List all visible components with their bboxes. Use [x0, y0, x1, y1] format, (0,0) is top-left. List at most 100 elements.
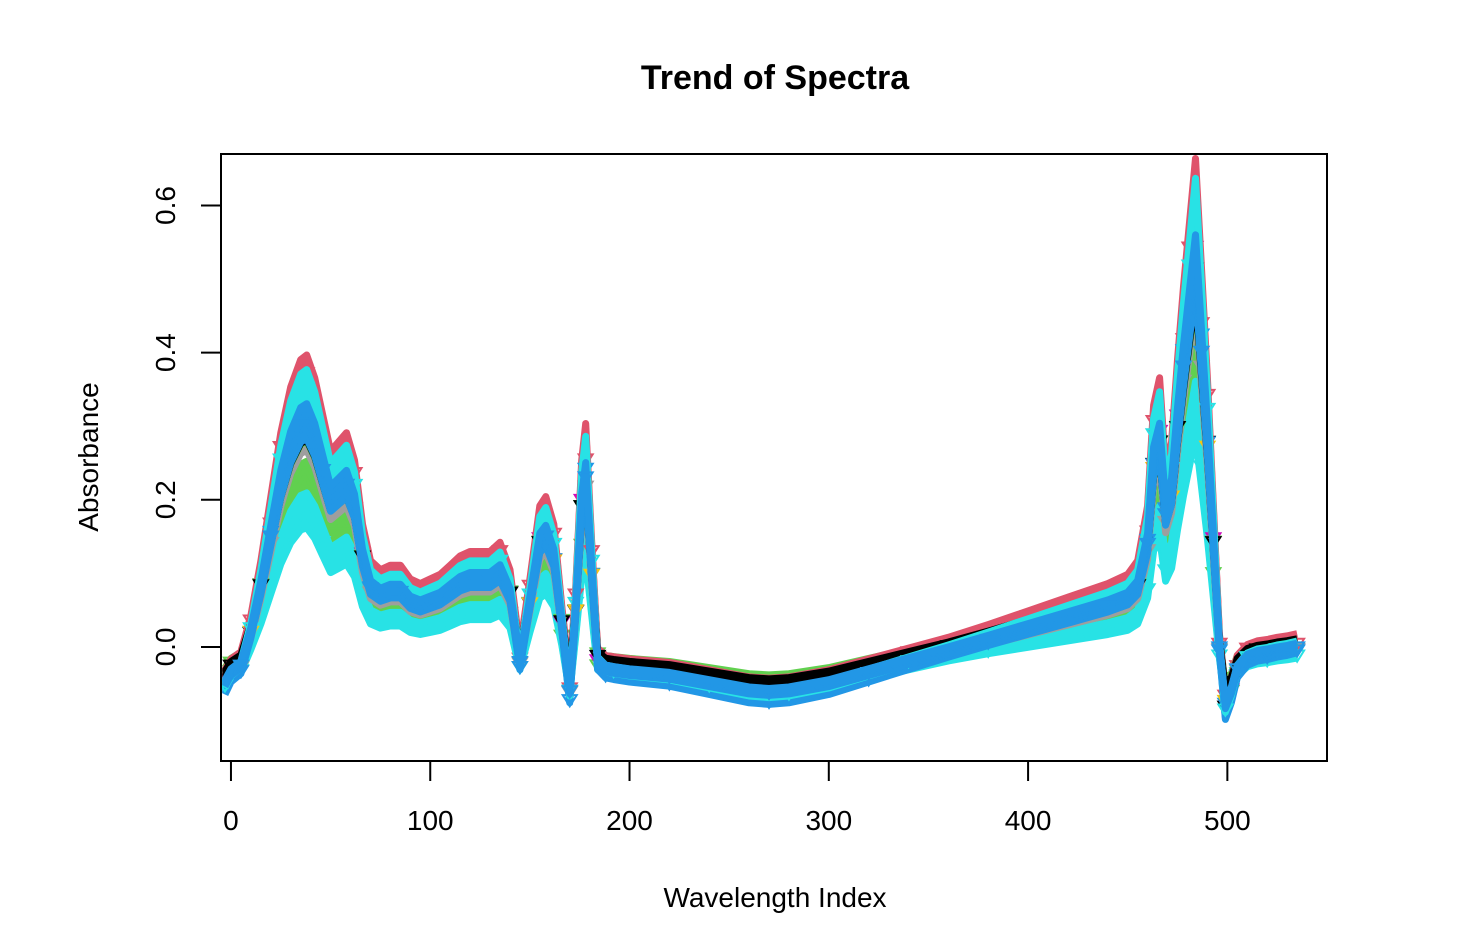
- spectrum-line: [221, 277, 1298, 712]
- spectrum-line: [221, 277, 1298, 705]
- spectrum-point: [291, 507, 310, 522]
- spectrum-line: [222, 269, 1298, 699]
- spectrum-line: [221, 237, 1298, 707]
- spectrum-line: [222, 388, 1298, 703]
- spectrum-line: [221, 228, 1298, 707]
- spectrum-line: [221, 240, 1298, 721]
- spectrum-series: [221, 207, 1306, 723]
- spectrum-point: [1258, 647, 1277, 662]
- spectrum-line: [222, 325, 1298, 703]
- spectrum-line: [221, 229, 1298, 716]
- spectrum-line: [221, 218, 1298, 715]
- spectrum-point: [329, 527, 348, 542]
- spectrum-point: [391, 614, 410, 629]
- spectrum-point: [1228, 663, 1247, 678]
- spectrum-line: [221, 290, 1298, 710]
- spectrum-point: [1138, 537, 1157, 552]
- spectrum-point: [421, 621, 440, 636]
- y-tick-label: 0.2: [150, 480, 181, 519]
- spectrum-point: [1210, 641, 1229, 656]
- spectrum-line: [221, 244, 1298, 708]
- spectrum-line: [221, 250, 1298, 710]
- spectrum-series: [221, 235, 1298, 712]
- spectrum-point: [297, 381, 316, 396]
- spectrum-point: [262, 530, 280, 545]
- spectrum-point: [979, 633, 998, 649]
- spectrum-point: [760, 686, 778, 701]
- y-tick-label: 0.6: [150, 186, 181, 225]
- x-tick-label: 200: [606, 805, 653, 836]
- spectrum-point: [859, 666, 878, 682]
- spectrum-point: [560, 685, 579, 700]
- spectrum-line: [221, 298, 1298, 708]
- spectrum-line: [221, 218, 1298, 718]
- spectrum-line: [221, 261, 1298, 708]
- spectrum-line: [221, 266, 1298, 703]
- spectrum-point: [451, 578, 469, 593]
- spectrum-line: [221, 257, 1298, 706]
- x-tick-label: 100: [407, 805, 454, 836]
- x-tick-label: 400: [1005, 805, 1052, 836]
- spectrum-point: [511, 655, 529, 671]
- spectrum-point: [337, 478, 356, 493]
- spectrum-point: [1098, 600, 1117, 615]
- spectrum-line: [221, 250, 1298, 706]
- spectrum-line: [222, 294, 1298, 697]
- spectrum-line: [221, 268, 1298, 708]
- spectrum-series: [221, 174, 1298, 718]
- spectrum-point: [596, 663, 615, 678]
- spectrum-point: [1192, 345, 1211, 360]
- spectrum-line: [221, 242, 1298, 707]
- spectrum-line: [221, 226, 1298, 705]
- spectrum-point: [1156, 564, 1175, 579]
- spectrum-line: [221, 305, 1298, 713]
- spectrum-point: [451, 609, 469, 624]
- spectrum-line: [221, 251, 1298, 722]
- spectrum-point: [740, 675, 758, 690]
- spectrum-point: [537, 530, 555, 545]
- spectrum-line: [221, 272, 1298, 709]
- spectrum-series: [221, 215, 1298, 711]
- spectrum-line: [221, 196, 1298, 712]
- series-layer: [221, 155, 1306, 723]
- spectrum-point: [391, 585, 410, 600]
- spectrum-point: [1174, 469, 1193, 484]
- spectrum-point: [481, 574, 499, 589]
- x-axis-label: Wavelength Index: [663, 882, 886, 913]
- spectrum-line: [222, 358, 1298, 708]
- x-tick-label: 0: [223, 805, 239, 836]
- spectrum-line: [221, 233, 1298, 706]
- spectrum-line: [221, 253, 1298, 708]
- spectrum-line: [221, 207, 1298, 716]
- spectrum-point: [576, 471, 595, 486]
- spectrum-point: [337, 545, 356, 560]
- y-axis: 0.0 0.2 0.4 0.6: [150, 186, 222, 666]
- spectrum-point: [1174, 360, 1193, 375]
- spectrum-line: [222, 291, 1298, 701]
- spectrum-line: [221, 207, 1298, 713]
- spectrum-series: [222, 325, 1298, 710]
- spectrum-series: [221, 231, 1306, 713]
- spectrum-line: [221, 262, 1298, 723]
- spectrum-point: [481, 606, 499, 621]
- x-tick-label: 300: [805, 805, 852, 836]
- spectrum-line: [222, 377, 1298, 702]
- x-axis: 0 100 200 300 400 500: [223, 760, 1251, 836]
- y-tick-label: 0.4: [150, 333, 181, 372]
- spectrum-line: [221, 255, 1298, 709]
- spectrum-point: [1288, 641, 1306, 656]
- spectrum-line: [221, 279, 1298, 709]
- spectrum-line: [221, 239, 1298, 708]
- spectrum-line: [221, 283, 1298, 710]
- spectrum-point: [1156, 508, 1175, 523]
- spectrum-line: [221, 248, 1298, 708]
- spectrum-line: [221, 229, 1298, 719]
- spectrum-point: [537, 578, 555, 593]
- spectrum-series: [221, 244, 1298, 709]
- spectrum-point: [1138, 583, 1157, 598]
- spectrum-point: [313, 463, 332, 479]
- spectrum-line: [221, 286, 1298, 713]
- y-axis-label: Absorbance: [73, 382, 104, 531]
- spectrum-line: [221, 294, 1298, 712]
